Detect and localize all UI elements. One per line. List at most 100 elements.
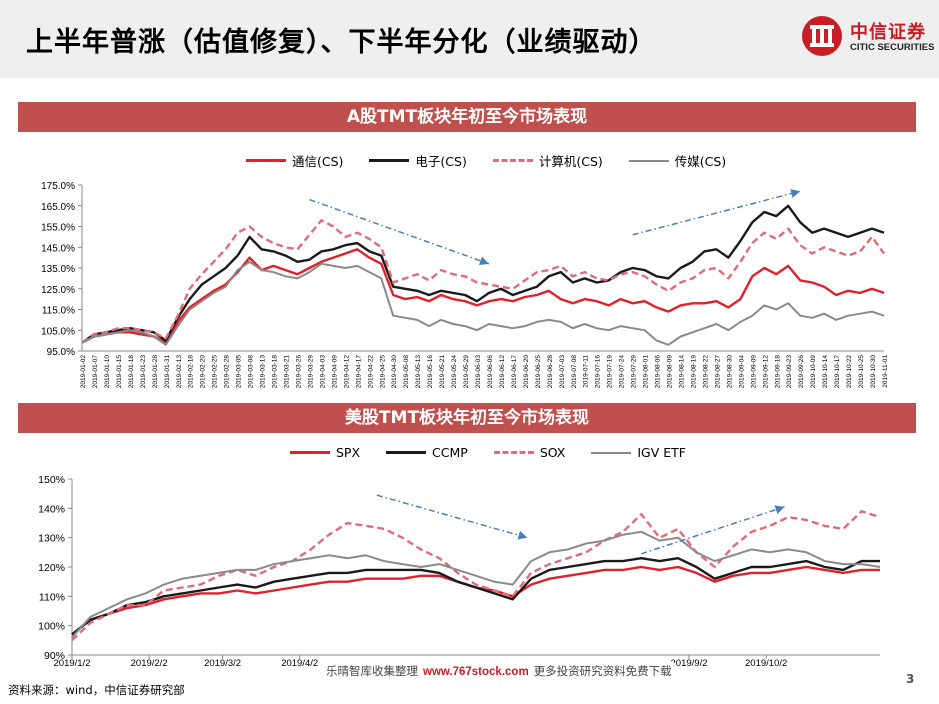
chart-b-series-line bbox=[71, 556, 880, 636]
citic-logo: 中信证券 CITIC SECURITIES bbox=[800, 14, 934, 60]
chart-a-x-tick-label: 2019-03-18 bbox=[272, 355, 279, 389]
chart-a-legend-item: 通信(CS) bbox=[246, 151, 343, 170]
chart-b-x-tick-label: 2019/3/2 bbox=[204, 658, 241, 668]
chart-b-trend-arrow bbox=[376, 494, 528, 539]
page-title: 上半年普涨（估值修复）、下半年分化（业绩驱动） bbox=[26, 27, 657, 58]
chart-a-x-tick-label: 2019-06-28 bbox=[547, 355, 554, 389]
chart-a-x-tick-label: 2019-06-25 bbox=[535, 355, 542, 389]
chart-a-x-tick-label: 2019-10-14 bbox=[822, 355, 829, 389]
chart-a-x-tick-label: 2019-10-30 bbox=[870, 355, 877, 389]
chart-a-series-line bbox=[81, 248, 885, 344]
chart-a-x-tick-label: 2019-02-25 bbox=[212, 355, 219, 389]
chart-b-y-tick-label: 90% bbox=[44, 650, 65, 662]
chart-a-legend-swatch bbox=[492, 159, 533, 162]
chart-a-x-tick-label: 2019-04-12 bbox=[343, 355, 350, 389]
chart-b-series-line bbox=[71, 530, 881, 639]
chart-a-x-tick-label: 2019-04-17 bbox=[355, 355, 362, 389]
chart-a: 95.0% 105.0% 115.0% 125.0% 135.0% 145.0% 155.0… bbox=[41, 181, 889, 389]
chart-a-y-tick-label: 95.0% bbox=[47, 347, 75, 358]
chart-a-legend-label: 计算机(CS) bbox=[538, 154, 603, 169]
chart-b-y-tick-label: 150% bbox=[38, 474, 65, 486]
chart-b-x-tick-label: 2019/10/2 bbox=[745, 658, 787, 668]
chart-b-legend-swatch bbox=[290, 451, 330, 454]
chart-b-legend-swatch bbox=[493, 451, 534, 454]
chart-a-x-tick-label: 2019-01-02 bbox=[80, 355, 87, 389]
chart-a-x-tick-label: 2019-06-20 bbox=[523, 355, 530, 389]
chart-a-y-tick-label: 175.0% bbox=[41, 181, 75, 192]
chart-b-y-tick-label: 140% bbox=[38, 503, 65, 515]
chart-a-x-tick-label: 2019-03-26 bbox=[295, 355, 302, 389]
chart-a-y-tick-label: 115.0% bbox=[42, 306, 75, 317]
chart-b-legend-item: CCMP bbox=[386, 445, 468, 460]
chart-b-legend-swatch bbox=[386, 451, 427, 454]
chart-a-x-tick-label: 2019-08-09 bbox=[667, 355, 674, 389]
chart-a-x-tick-label: 2019-09-18 bbox=[774, 355, 781, 389]
chart-a-x-tick-label: 2019-07-29 bbox=[631, 355, 638, 389]
chart-a-x-tick-label: 2019-08-01 bbox=[643, 355, 650, 389]
chart-a-x-tick-label: 2019-10-17 bbox=[834, 355, 841, 389]
chart-a-x-tick-label: 2019-09-04 bbox=[738, 355, 745, 389]
header-band bbox=[0, 0, 939, 78]
chart-a-x-tick-label: 2019-10-09 bbox=[810, 355, 817, 389]
chart-a-x-tick-label: 2019-10-22 bbox=[846, 355, 853, 389]
chart-a-x-tick-label: 2019-02-18 bbox=[188, 355, 195, 389]
chart-a-y-tick-label: 155.0% bbox=[41, 223, 75, 234]
chart-a-x-tick-label: 2019-08-22 bbox=[702, 355, 709, 389]
chart-a-x-tick-label: 2019-06-17 bbox=[511, 355, 518, 389]
chart-b-legend-label: IGV ETF bbox=[637, 445, 686, 460]
chart-a-x-tick-label: 2019-05-16 bbox=[427, 355, 434, 389]
chart-a-legend-swatch bbox=[246, 159, 286, 162]
chart-a-x-tick-label: 2019-06-12 bbox=[499, 355, 506, 389]
chart-a-x-tick-label: 2019-06-03 bbox=[475, 355, 482, 389]
chart-a-x-tick-label: 2019-07-16 bbox=[595, 355, 602, 389]
chart-b-trend-arrowhead bbox=[517, 530, 528, 540]
chart-a-trend-arrowhead bbox=[478, 256, 489, 266]
chart-a-series-line bbox=[81, 260, 885, 346]
page-number: 3 bbox=[906, 672, 915, 686]
chart-a-x-tick-label: 2019-03-29 bbox=[307, 355, 314, 389]
chart-a-x-tick-label: 2019-09-26 bbox=[798, 355, 805, 389]
chart-a-legend-label: 通信(CS) bbox=[292, 154, 344, 169]
chart-a-series-line bbox=[81, 219, 885, 344]
chart-a-legend-item: 电子(CS) bbox=[369, 151, 467, 170]
chart-a-x-tick-label: 2019-07-19 bbox=[607, 355, 614, 389]
chart-a-y-tick-label: 125.0% bbox=[41, 285, 75, 296]
chart-a-legend-item: 计算机(CS) bbox=[492, 151, 603, 170]
chart-a-legend-swatch bbox=[628, 159, 669, 162]
chart-b-title: 美股TMT板块年初至今市场表现 bbox=[18, 403, 916, 433]
watermark-right: 更多投资研究资料免费下载 bbox=[533, 664, 672, 678]
chart-a-legend: 通信(CS) 电子(CS) 计算机(CS) 传媒(CS) bbox=[246, 151, 752, 170]
chart-a-legend-label: 传媒(CS) bbox=[674, 154, 727, 169]
chart-a-x-tick-label: 2019-01-23 bbox=[140, 355, 147, 389]
chart-a-x-tick-label: 2019-05-24 bbox=[451, 355, 458, 389]
chart-b-legend: SPX CCMP SOX IGV ETF bbox=[290, 445, 712, 460]
chart-a-x-tick-label: 2019-07-03 bbox=[559, 355, 566, 389]
chart-a-x-tick-label: 2019-01-07 bbox=[92, 355, 99, 389]
chart-b-legend-label: SPX bbox=[336, 445, 361, 460]
chart-b-legend-label: CCMP bbox=[432, 445, 468, 460]
chart-a-x-tick-label: 2019-01-15 bbox=[116, 355, 123, 389]
chart-a-x-tick-label: 2019-03-05 bbox=[236, 355, 243, 389]
chart-a-x-tick-label: 2019-03-21 bbox=[283, 355, 290, 389]
citic-logo-icon bbox=[802, 16, 842, 56]
chart-a-y-tick-label: 135.0% bbox=[41, 264, 75, 275]
chart-a-x-tick-label: 2019-08-14 bbox=[679, 355, 686, 389]
chart-a-title: A股TMT板块年初至今市场表现 bbox=[18, 102, 916, 132]
chart-a-x-tick-label: 2019-01-10 bbox=[104, 355, 111, 389]
chart-a-x-tick-label: 2019-02-13 bbox=[176, 355, 183, 389]
chart-a-x-tick-label: 2019-10-25 bbox=[858, 355, 865, 389]
chart-b-x-tick-label: 2019/4/2 bbox=[281, 658, 318, 668]
watermark-site: www.767stock.com bbox=[423, 666, 529, 678]
chart-a-legend-swatch bbox=[369, 159, 410, 162]
chart-b-x-tick-label: 2019/9/2 bbox=[671, 658, 708, 668]
chart-a-x-tick-label: 2019-05-08 bbox=[403, 355, 410, 389]
chart-b-legend-item: SPX bbox=[290, 445, 360, 460]
chart-a-trend-arrow bbox=[309, 198, 490, 265]
chart-a-legend-label: 电子(CS) bbox=[415, 154, 467, 169]
chart-a-x-tick-label: 2019-05-21 bbox=[439, 355, 446, 389]
logo-name-cn: 中信证券 bbox=[850, 22, 926, 43]
chart-a-x-tick-label: 2019-08-27 bbox=[714, 355, 721, 389]
chart-b-trend-arrowhead bbox=[774, 505, 785, 514]
chart-a-y-tick-label: 105.0% bbox=[41, 326, 75, 337]
chart-b-legend-label: SOX bbox=[539, 445, 566, 460]
